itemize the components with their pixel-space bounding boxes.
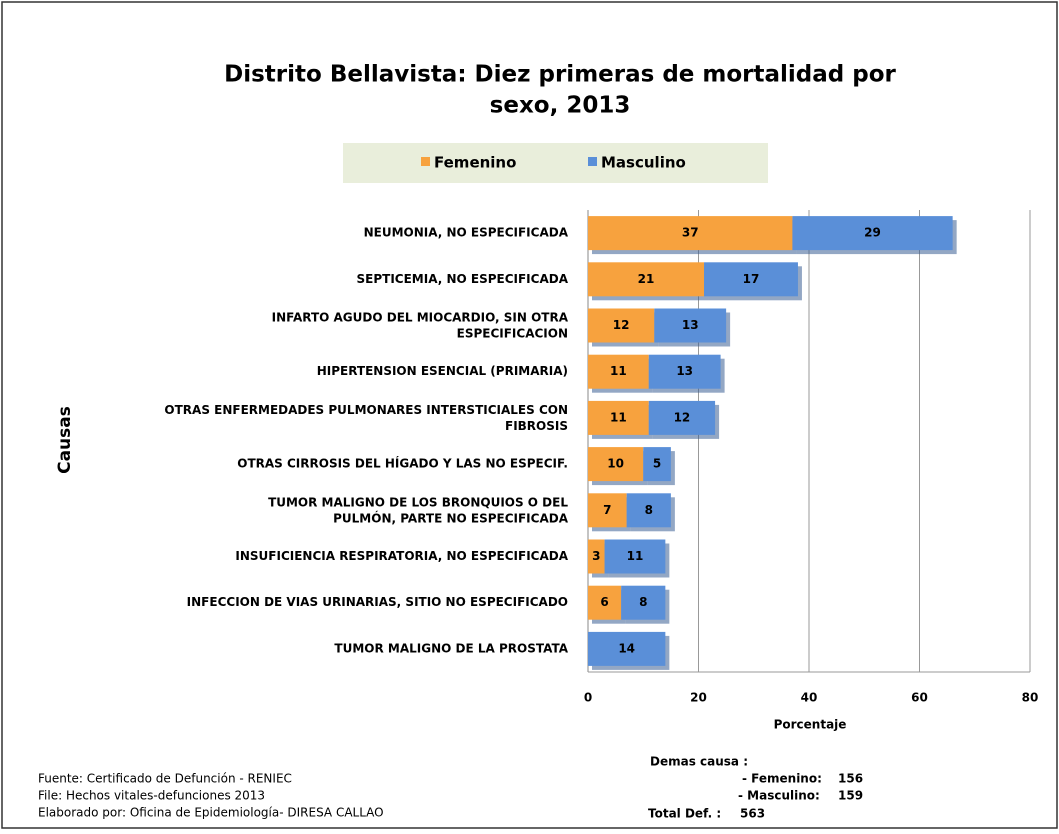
x-tick-label: 20 <box>690 691 707 705</box>
bar <box>621 585 666 620</box>
summary-value: 156 <box>838 772 863 786</box>
summary-label: - Femenino: <box>742 772 822 786</box>
bar <box>588 354 649 389</box>
y-tick-label: NEUMONIA, NO ESPECIFICADA <box>364 226 569 240</box>
bar <box>588 400 649 435</box>
data-label: 14 <box>618 641 635 655</box>
note: File: Hechos vitales-defunciones 2013 <box>38 789 265 803</box>
note: Elaborado por: Oficina de Epidemiología-… <box>38 806 384 820</box>
x-tick-label: 40 <box>801 691 818 705</box>
bar <box>648 354 721 389</box>
summary-value: 563 <box>740 807 765 821</box>
bar <box>588 262 705 297</box>
y-tick-label: OTRAS ENFERMEDADES PULMONARES INTERSTICI… <box>164 402 568 432</box>
summary-label: Total Def. : <box>648 807 721 821</box>
y-tick-label: TUMOR MALIGNO DE LOS BRONQUIOS O DEL PULM… <box>268 495 569 525</box>
data-label: 12 <box>613 318 630 332</box>
y-tick-label: INFARTO AGUDO DEL MIOCARDIO, SIN OTRA ESP… <box>272 310 569 340</box>
bar <box>626 493 671 528</box>
data-label: 29 <box>864 226 881 240</box>
bar <box>588 447 644 482</box>
summary-title: Demas causa : <box>650 755 748 769</box>
bar <box>588 631 666 666</box>
data-label: 11 <box>627 549 644 563</box>
data-label: 10 <box>607 457 624 471</box>
data-label: 37 <box>682 226 699 240</box>
chart-title: sexo, 2013 <box>490 93 631 119</box>
bar <box>588 308 655 343</box>
x-tick-label: 80 <box>1022 691 1039 705</box>
data-label: 8 <box>645 503 653 517</box>
data-label: 5 <box>653 457 661 471</box>
y-tick-label: TUMOR MALIGNO DE LA PROSTATA <box>334 641 568 655</box>
bar <box>588 493 627 528</box>
data-label: 6 <box>600 595 608 609</box>
y-tick-label: INSUFICIENCIA RESPIRATORIA, NO ESPECIFIC… <box>235 549 568 563</box>
data-label: 13 <box>676 364 693 378</box>
y-axis-label: Causas <box>55 406 75 474</box>
data-label: 3 <box>592 549 600 563</box>
x-tick-label: 0 <box>584 691 592 705</box>
data-label: 11 <box>610 364 627 378</box>
bar <box>648 400 716 435</box>
bar <box>604 539 666 574</box>
data-label: 17 <box>743 272 760 286</box>
bar <box>643 447 671 482</box>
data-label: 8 <box>639 595 647 609</box>
y-tick-label: HIPERTENSION ESENCIAL (PRIMARIA) <box>317 364 568 378</box>
x-tick-label: 60 <box>911 691 928 705</box>
legend-label: Femenino <box>434 154 516 172</box>
data-label: 21 <box>638 272 655 286</box>
x-axis-label: Porcentaje <box>774 718 847 732</box>
chart-title: Distrito Bellavista: Diez primeras de mo… <box>224 62 896 88</box>
summary-label: - Masculino: <box>738 789 820 803</box>
bar <box>588 539 605 574</box>
data-label: 7 <box>603 503 611 517</box>
data-label: 13 <box>682 318 699 332</box>
note: Fuente: Certificado de Defunción - RENIE… <box>38 772 292 786</box>
y-tick-label: INFECCION DE VIAS URINARIAS, SITIO NO ES… <box>187 595 568 609</box>
legend-label: Masculino <box>601 154 686 172</box>
bar <box>654 308 727 343</box>
bar <box>588 585 622 620</box>
summary-value: 159 <box>838 789 863 803</box>
y-tick-label: SEPTICEMIA, NO ESPECIFICADA <box>357 272 569 286</box>
data-label: 12 <box>674 410 691 424</box>
legend-swatch <box>588 157 597 166</box>
legend <box>343 143 768 183</box>
bar <box>704 262 798 297</box>
legend-swatch <box>421 157 430 166</box>
bar <box>588 216 793 251</box>
y-tick-label: OTRAS CIRROSIS DEL HÍGADO Y LAS NO ESPEC… <box>237 456 568 471</box>
bar <box>792 216 953 251</box>
data-label: 11 <box>610 410 627 424</box>
